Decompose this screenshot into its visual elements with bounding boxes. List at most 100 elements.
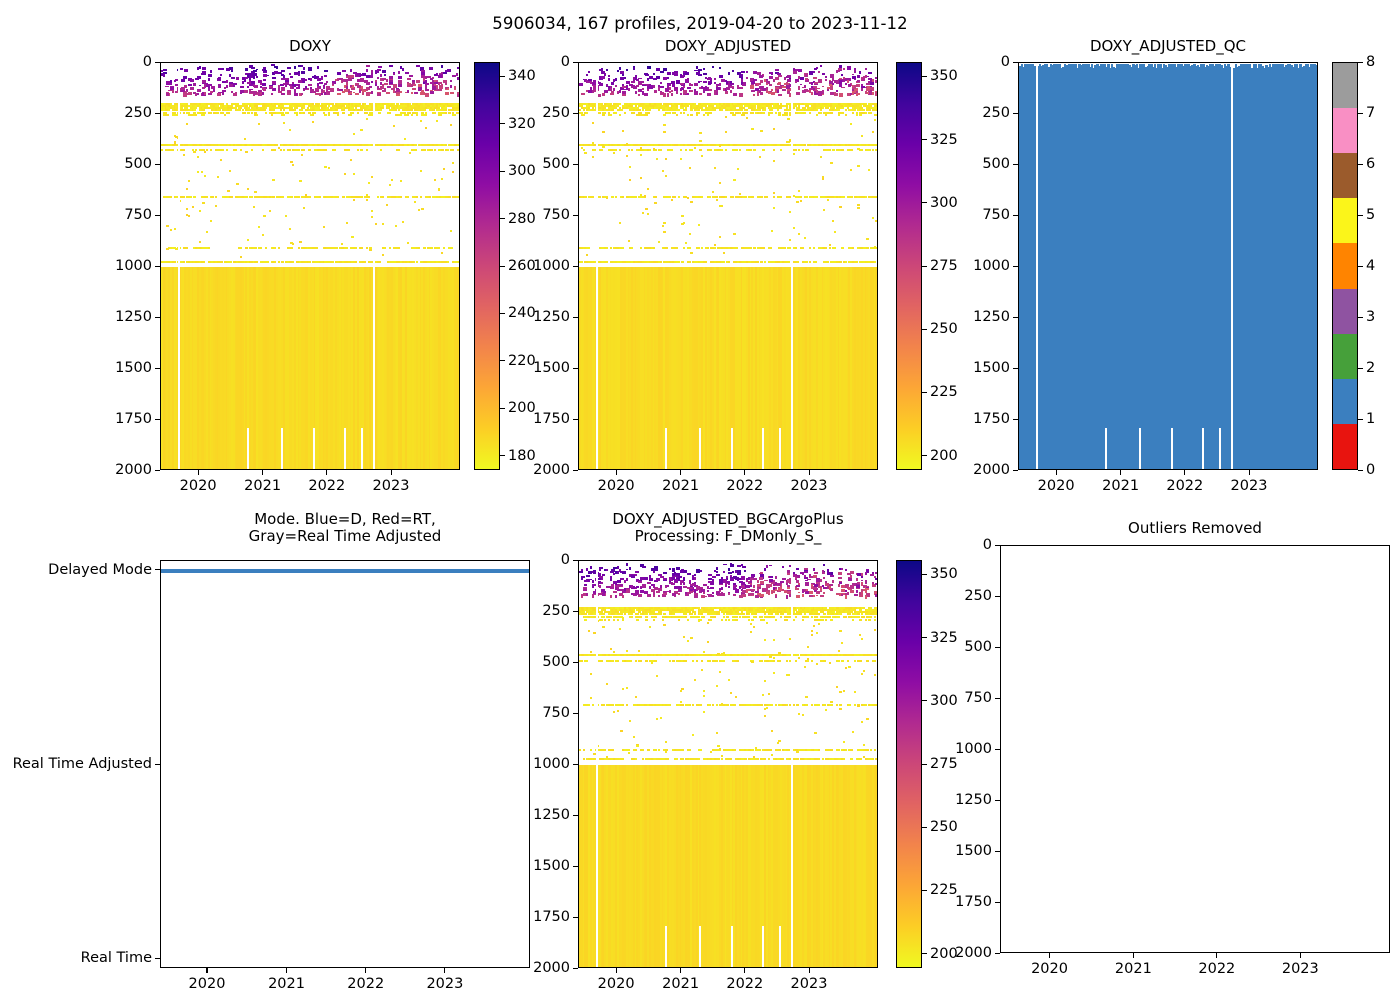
band-segment — [310, 109, 313, 112]
speckle-point — [229, 196, 232, 199]
band-segment — [611, 195, 614, 198]
band-segment — [852, 246, 855, 249]
scatter-point — [310, 78, 313, 81]
scatter-point — [247, 81, 252, 85]
scatter-point — [670, 90, 673, 93]
deep-column — [275, 267, 279, 469]
scatter-point — [864, 67, 867, 70]
deep-column — [403, 267, 406, 469]
qc-y-label: 2000 — [973, 462, 1010, 478]
speckle-point — [204, 174, 207, 177]
scatter-point — [398, 80, 403, 84]
scatter-point — [349, 91, 352, 94]
doxy-heatmap-axes[interactable] — [160, 62, 460, 470]
band-segment — [169, 107, 173, 110]
doxy-adjusted-y-label: 1750 — [533, 411, 570, 427]
band-segment — [392, 109, 396, 112]
qc-heatmap-axes[interactable] — [1018, 62, 1318, 470]
band-segment — [828, 149, 831, 152]
band-segment — [681, 260, 684, 263]
scatter-point — [412, 81, 415, 84]
deep-column — [661, 267, 665, 469]
band-segment — [351, 111, 354, 114]
band-segment — [801, 107, 806, 110]
band-segment — [457, 143, 459, 146]
mode-y-tick — [155, 763, 160, 765]
band-segment — [873, 107, 877, 110]
band-segment — [443, 246, 446, 249]
band-segment — [299, 105, 304, 108]
deep-column — [690, 267, 693, 469]
scatter-point — [706, 590, 709, 592]
scatter-point — [636, 79, 639, 82]
deep-column — [419, 267, 423, 469]
band-segment — [329, 195, 333, 198]
band-segment — [625, 103, 628, 106]
scatter-point — [263, 68, 266, 72]
scatter-point — [699, 92, 702, 96]
speckle-point — [173, 227, 176, 230]
band-segment — [213, 143, 216, 146]
mode-x-tick — [206, 968, 208, 973]
deep-column — [410, 267, 414, 469]
band-segment — [702, 109, 706, 112]
band-segment — [839, 111, 844, 114]
scatter-point — [663, 577, 668, 581]
scatter-point — [866, 75, 869, 78]
band-segment — [367, 107, 372, 110]
band-segment — [764, 107, 767, 110]
band-segment — [758, 109, 761, 112]
scatter-point — [875, 92, 877, 96]
scatter-point — [771, 72, 774, 76]
band-segment — [161, 107, 164, 110]
qc-colorbar[interactable] — [1332, 62, 1358, 470]
band-segment — [416, 107, 419, 110]
band-segment — [209, 149, 212, 152]
scatter-point — [297, 80, 302, 84]
scatter-point — [319, 81, 324, 84]
band-segment — [243, 260, 246, 263]
scatter-point — [868, 77, 873, 80]
deep-column — [360, 267, 363, 469]
band-segment — [311, 105, 315, 108]
band-segment — [293, 195, 298, 198]
scatter-point — [643, 93, 648, 96]
band-segment — [419, 107, 422, 110]
band-segment — [622, 195, 625, 198]
band-segment — [200, 114, 205, 117]
scatter-point — [852, 90, 857, 94]
band-segment — [747, 103, 751, 106]
scatter-point — [356, 78, 361, 82]
scatter-point — [690, 89, 693, 92]
band-segment — [443, 260, 448, 263]
deep-column — [676, 267, 679, 469]
band-segment — [193, 107, 196, 110]
scatter-point — [430, 81, 435, 84]
band-segment — [367, 195, 370, 198]
scatter-point — [288, 83, 293, 86]
scatter-point — [605, 83, 609, 87]
band-segment — [602, 111, 607, 114]
deep-column — [344, 267, 347, 469]
deep-column — [425, 267, 428, 469]
band-segment — [767, 103, 770, 106]
band-segment — [679, 111, 682, 114]
scatter-point — [186, 92, 189, 96]
band-segment — [607, 103, 611, 106]
scatter-point — [598, 576, 603, 579]
band-segment — [394, 246, 399, 249]
band-segment — [810, 105, 814, 108]
doxy-adjusted-heatmap-axes[interactable] — [578, 62, 878, 470]
scatter-point — [641, 83, 646, 86]
doxy-colorbar[interactable] — [474, 62, 500, 470]
band-segment — [453, 260, 458, 263]
speckle-point — [683, 222, 686, 225]
speckle-point — [602, 145, 605, 148]
scatter-point — [376, 70, 379, 73]
band-segment — [254, 111, 257, 114]
band-segment — [265, 111, 268, 114]
scatter-point — [835, 70, 839, 73]
deep-column — [593, 267, 596, 469]
scatter-point — [342, 91, 345, 93]
scatter-point — [620, 86, 625, 90]
